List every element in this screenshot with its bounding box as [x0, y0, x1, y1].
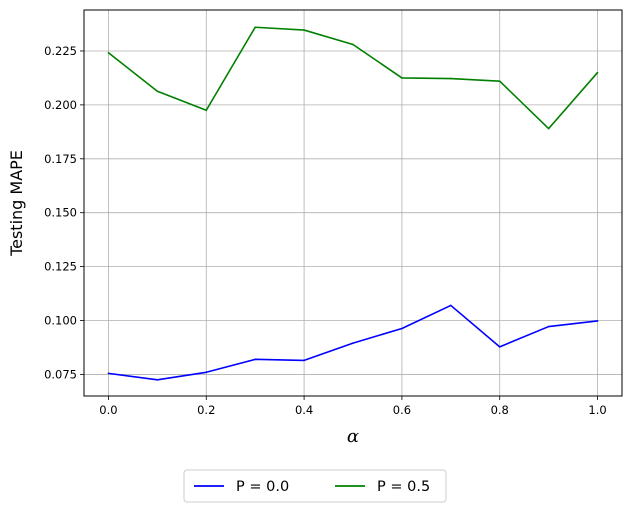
- data-point: [303, 29, 305, 31]
- grid-lines: [84, 10, 622, 396]
- series-1: [107, 26, 599, 130]
- data-point: [498, 346, 501, 348]
- x-axis: 0.0 0.2 0.4 0.6 0.8 1.0: [99, 396, 607, 417]
- data-point: [401, 77, 403, 79]
- data-point: [596, 71, 599, 74]
- legend-frame: [183, 469, 447, 503]
- y-tick-label: 0.075: [44, 367, 77, 381]
- series-layer: [107, 26, 599, 381]
- data-point: [401, 327, 403, 330]
- x-tick-label: 0.2: [197, 403, 215, 417]
- data-point: [107, 51, 110, 54]
- x-tick-label: 0.0: [99, 403, 117, 417]
- legend-entry: P = 0.0: [236, 479, 289, 495]
- y-axis: 0.075 0.100 0.125 0.150 0.175 0.200 0.225: [44, 44, 84, 381]
- series-line-1: [107, 26, 599, 130]
- legend: P = 0.0 P = 0.5: [183, 469, 447, 503]
- y-tick-label: 0.100: [44, 314, 77, 328]
- data-point: [498, 80, 501, 82]
- data-point: [205, 371, 208, 374]
- y-tick-label: 0.175: [44, 152, 77, 166]
- x-tick-label: 1.0: [588, 403, 606, 417]
- data-point: [596, 320, 599, 322]
- y-tick-label: 0.150: [44, 206, 77, 220]
- data-point: [450, 304, 452, 307]
- y-tick-label: 0.225: [44, 44, 77, 58]
- series-0: [107, 304, 599, 381]
- plot-frame: [83, 9, 623, 397]
- data-point: [254, 358, 256, 361]
- legend-entry: P = 0.5: [377, 479, 430, 495]
- data-point: [303, 359, 305, 362]
- data-point: [352, 342, 354, 344]
- data-point: [547, 127, 550, 130]
- data-point: [254, 26, 256, 29]
- y-tick-label: 0.125: [44, 260, 77, 274]
- data-point: [156, 90, 159, 93]
- data-point: [450, 77, 452, 80]
- x-tick-label: 0.4: [295, 403, 313, 417]
- x-axis-label: α: [347, 426, 359, 447]
- x-tick-label: 0.6: [393, 403, 411, 417]
- data-point: [107, 372, 110, 375]
- x-tick-label: 0.8: [491, 403, 509, 417]
- data-point: [547, 325, 550, 328]
- data-point: [205, 109, 208, 112]
- data-point: [156, 379, 159, 381]
- data-point: [352, 43, 354, 46]
- y-tick-label: 0.200: [44, 98, 77, 112]
- y-axis-label: Testing MAPE: [7, 150, 26, 257]
